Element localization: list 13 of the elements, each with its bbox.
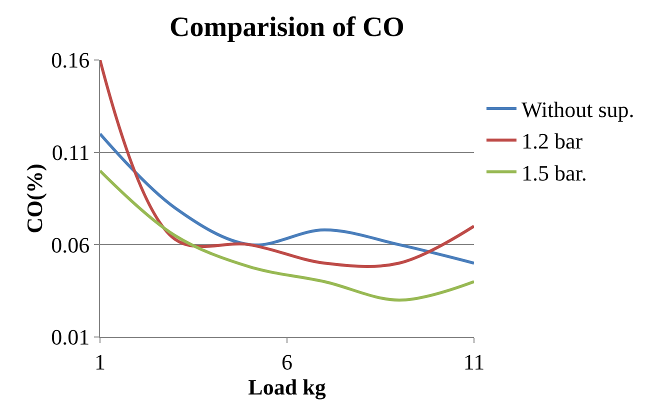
y-tick-label: 0.11	[52, 140, 90, 166]
y-tick-label: 0.01	[51, 324, 90, 350]
legend-label: Without sup.	[521, 97, 634, 122]
legend-label: 1.2 bar	[521, 128, 584, 154]
x-tick-label: 1	[94, 349, 106, 374]
x-axis-title: Load kg	[248, 374, 326, 400]
y-tick-label: 0.06	[51, 232, 90, 258]
legend-label: 1.5 bar.	[521, 160, 587, 186]
x-tick-label: 11	[463, 349, 485, 374]
y-axis-title: CO(%)	[22, 164, 47, 234]
chart-title: Comparision of CO	[170, 12, 404, 43]
x-tick-label: 6	[282, 349, 292, 374]
y-tick-label: 0.16	[51, 48, 90, 73]
